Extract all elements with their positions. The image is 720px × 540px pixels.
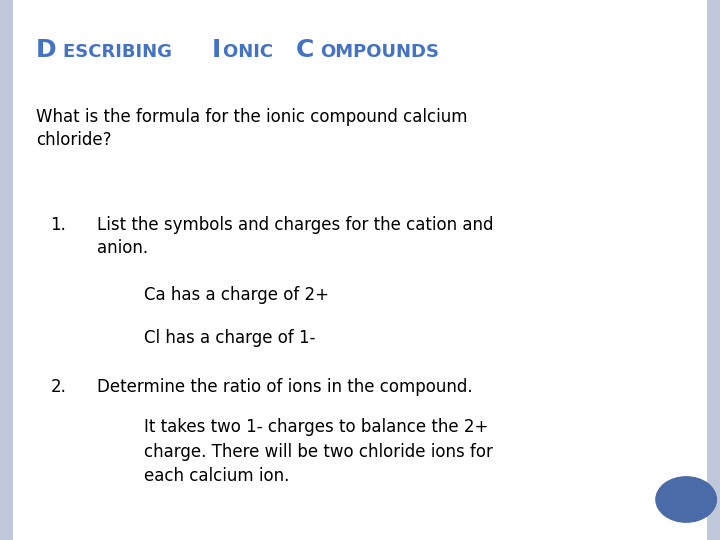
Text: 2.: 2. — [50, 378, 66, 396]
Text: Cl has a charge of 1-: Cl has a charge of 1- — [144, 329, 315, 347]
Text: What is the formula for the ionic compound calcium
chloride?: What is the formula for the ionic compou… — [36, 108, 467, 149]
FancyBboxPatch shape — [0, 0, 13, 540]
Text: Determine the ratio of ions in the compound.: Determine the ratio of ions in the compo… — [97, 378, 473, 396]
Text: OMPOUNDS: OMPOUNDS — [320, 43, 438, 60]
Text: ESCRIBING: ESCRIBING — [63, 43, 178, 60]
Text: I: I — [212, 38, 220, 62]
Text: C: C — [296, 38, 315, 62]
Text: It takes two 1- charges to balance the 2+
charge. There will be two chloride ion: It takes two 1- charges to balance the 2… — [144, 418, 493, 485]
Text: List the symbols and charges for the cation and
anion.: List the symbols and charges for the cat… — [97, 216, 494, 257]
Text: 1.: 1. — [50, 216, 66, 234]
FancyBboxPatch shape — [707, 0, 720, 540]
Text: ONIC: ONIC — [223, 43, 279, 60]
Text: Ca has a charge of 2+: Ca has a charge of 2+ — [144, 286, 329, 304]
Text: D: D — [36, 38, 57, 62]
Circle shape — [656, 477, 716, 522]
